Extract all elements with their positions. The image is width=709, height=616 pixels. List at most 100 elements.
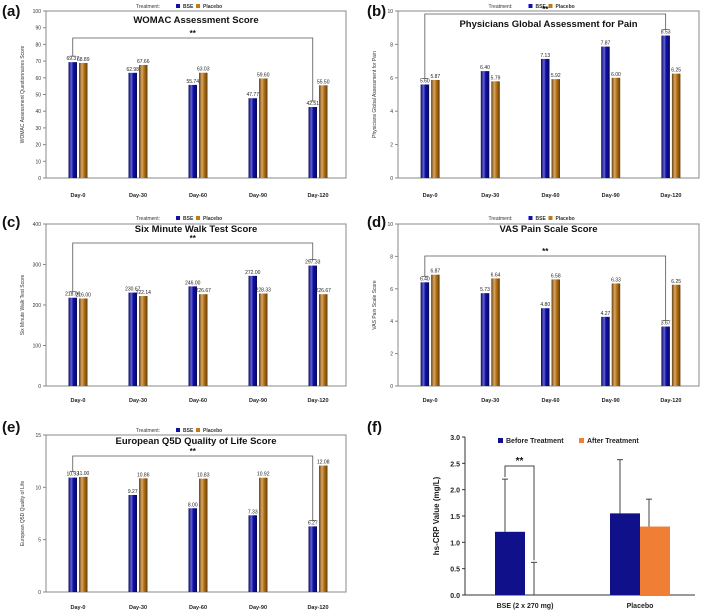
data-label-placebo: 216.00 xyxy=(76,293,92,299)
data-label-placebo: 10.92 xyxy=(257,472,270,478)
bar-bse xyxy=(661,326,670,386)
legend-label-bse: BSE xyxy=(536,4,547,10)
data-label-placebo: 12.08 xyxy=(317,460,330,466)
chart-a: 0 10 20 30 40 50 60 70 80 90 100 WOMAC Assessment Q… xyxy=(20,4,347,199)
data-label-placebo: 226.67 xyxy=(196,288,212,294)
data-label-placebo: 5.79 xyxy=(491,75,501,81)
data-label-bse: 10.93 xyxy=(66,472,79,478)
x-tick-label: Day-30 xyxy=(129,193,147,199)
legend-label-before: Before Treatment xyxy=(506,438,564,445)
bar-bse xyxy=(308,526,317,592)
y-tick-label: 400 xyxy=(33,222,42,228)
x-tick-label: Day-0 xyxy=(71,398,86,404)
data-label-bse: 8.00 xyxy=(188,502,198,508)
bar-placebo xyxy=(259,293,268,386)
data-label-placebo: 68.89 xyxy=(77,57,90,63)
bar-placebo xyxy=(139,296,148,386)
bar-placebo xyxy=(139,65,148,178)
legend-swatch-placebo xyxy=(548,4,553,8)
legend-label-bse: BSE xyxy=(183,216,194,222)
bar-bse xyxy=(188,286,197,386)
data-label-placebo: 59.60 xyxy=(257,72,270,78)
y-tick-label: 0 xyxy=(390,384,393,390)
bar-placebo xyxy=(491,81,500,178)
data-label-bse: 47.77 xyxy=(246,92,259,98)
bar-after xyxy=(640,526,670,595)
legend-label-placebo: Placebo xyxy=(203,216,222,222)
y-tick-label: 2 xyxy=(390,352,393,358)
y-tick-label: 0 xyxy=(38,590,41,596)
y-tick-label: 80 xyxy=(35,42,41,48)
data-label-placebo: 6.25 xyxy=(671,68,681,74)
y-tick-label: 2.5 xyxy=(450,461,460,468)
x-tick-label: Day-0 xyxy=(71,193,86,199)
data-label-placebo: 6.00 xyxy=(611,72,621,78)
bar-bse xyxy=(420,84,430,178)
data-label-placebo: 228.33 xyxy=(256,288,272,294)
x-tick-label: Day-60 xyxy=(189,398,207,404)
y-tick-label: 6 xyxy=(390,287,393,293)
bar-placebo xyxy=(199,294,208,386)
significance-bracket xyxy=(424,255,667,321)
x-tick-label: Day-120 xyxy=(307,193,328,199)
y-tick-label: 200 xyxy=(33,303,42,309)
x-tick-label: Day-90 xyxy=(249,605,267,611)
chart-b: 0 2 4 6 8 10 Physicians Global Assessment for … xyxy=(372,4,700,199)
bar-before xyxy=(610,513,640,595)
legend-title: Treatment: xyxy=(136,4,160,10)
y-axis-label: Physicians Global Assessment for Pain xyxy=(372,51,378,138)
y-tick-label: 0 xyxy=(390,176,393,182)
legend-swatch-bse xyxy=(176,216,180,220)
y-tick-label: 0.5 xyxy=(450,567,460,574)
data-label-bse: 246.00 xyxy=(185,280,201,286)
panel-label-e: (e) xyxy=(2,419,21,436)
bar-placebo xyxy=(551,279,560,386)
significance-label: ** xyxy=(542,247,549,256)
bar-bse xyxy=(188,84,197,178)
bar-bse xyxy=(248,98,257,178)
data-label-bse: 7.87 xyxy=(601,41,611,47)
significance-label: ** xyxy=(190,234,197,243)
y-tick-label: 10 xyxy=(387,9,393,15)
x-tick-label: Day-90 xyxy=(602,398,620,404)
bar-placebo xyxy=(671,284,681,386)
chart-f: 0.0 0.5 1.0 1.5 2.0 2.5 3.0 hs-CRP Value (mg/L)… xyxy=(432,435,695,610)
panel-label-f: (f) xyxy=(367,419,382,436)
y-tick-label: 3.0 xyxy=(450,435,460,442)
bar-placebo xyxy=(611,283,621,386)
data-label-placebo: 6.87 xyxy=(430,269,440,275)
bar-placebo xyxy=(79,298,88,386)
y-tick-label: 4 xyxy=(390,319,393,325)
y-tick-label: 40 xyxy=(35,109,41,115)
legend-title: Treatment: xyxy=(489,216,513,222)
significance-label: ** xyxy=(542,5,549,14)
x-tick-label: Placebo xyxy=(627,603,654,610)
x-tick-label: Day-30 xyxy=(129,398,147,404)
bar-bse xyxy=(661,35,670,179)
bar-bse xyxy=(308,265,317,386)
x-tick-label: Day-30 xyxy=(481,193,499,199)
y-tick-label: 20 xyxy=(35,143,41,149)
bar-bse xyxy=(128,292,137,386)
chart-e: 0 5 10 15 European Q5D Quality of Life Treatm… xyxy=(20,428,347,611)
bar-placebo xyxy=(319,465,328,592)
x-tick-label: Day-0 xyxy=(423,398,438,404)
legend-title: Treatment: xyxy=(136,216,160,222)
bar-bse xyxy=(541,308,550,386)
legend-label-placebo: Placebo xyxy=(556,4,575,10)
data-label-bse: 272.00 xyxy=(245,270,261,276)
bar-placebo xyxy=(491,278,500,386)
data-label-placebo: 6.33 xyxy=(611,277,621,283)
bar-bse xyxy=(541,58,550,178)
y-tick-label: 100 xyxy=(33,344,42,350)
y-tick-label: 6 xyxy=(390,76,393,82)
bar-placebo xyxy=(551,79,560,178)
bar-bse xyxy=(128,72,137,178)
bar-bse xyxy=(248,515,257,592)
chart-panel-a: (a) 0 10 20 30 40 50 60 70 80 90 100 WOMAC Assessme… xyxy=(0,0,354,210)
bar-placebo xyxy=(79,476,88,592)
bar-bse xyxy=(308,107,317,178)
x-tick-label: Day-120 xyxy=(307,605,328,611)
bar-bse xyxy=(601,316,610,386)
bar-bse xyxy=(248,275,257,386)
